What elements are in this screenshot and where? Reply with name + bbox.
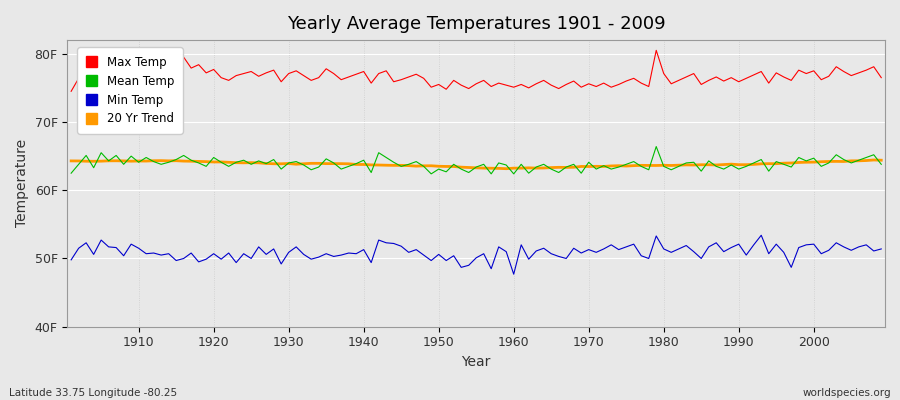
X-axis label: Year: Year [462,355,490,369]
Text: Latitude 33.75 Longitude -80.25: Latitude 33.75 Longitude -80.25 [9,388,177,398]
Text: worldspecies.org: worldspecies.org [803,388,891,398]
Y-axis label: Temperature: Temperature [15,139,29,228]
Legend: Max Temp, Mean Temp, Min Temp, 20 Yr Trend: Max Temp, Mean Temp, Min Temp, 20 Yr Tre… [77,48,183,134]
Title: Yearly Average Temperatures 1901 - 2009: Yearly Average Temperatures 1901 - 2009 [287,15,665,33]
